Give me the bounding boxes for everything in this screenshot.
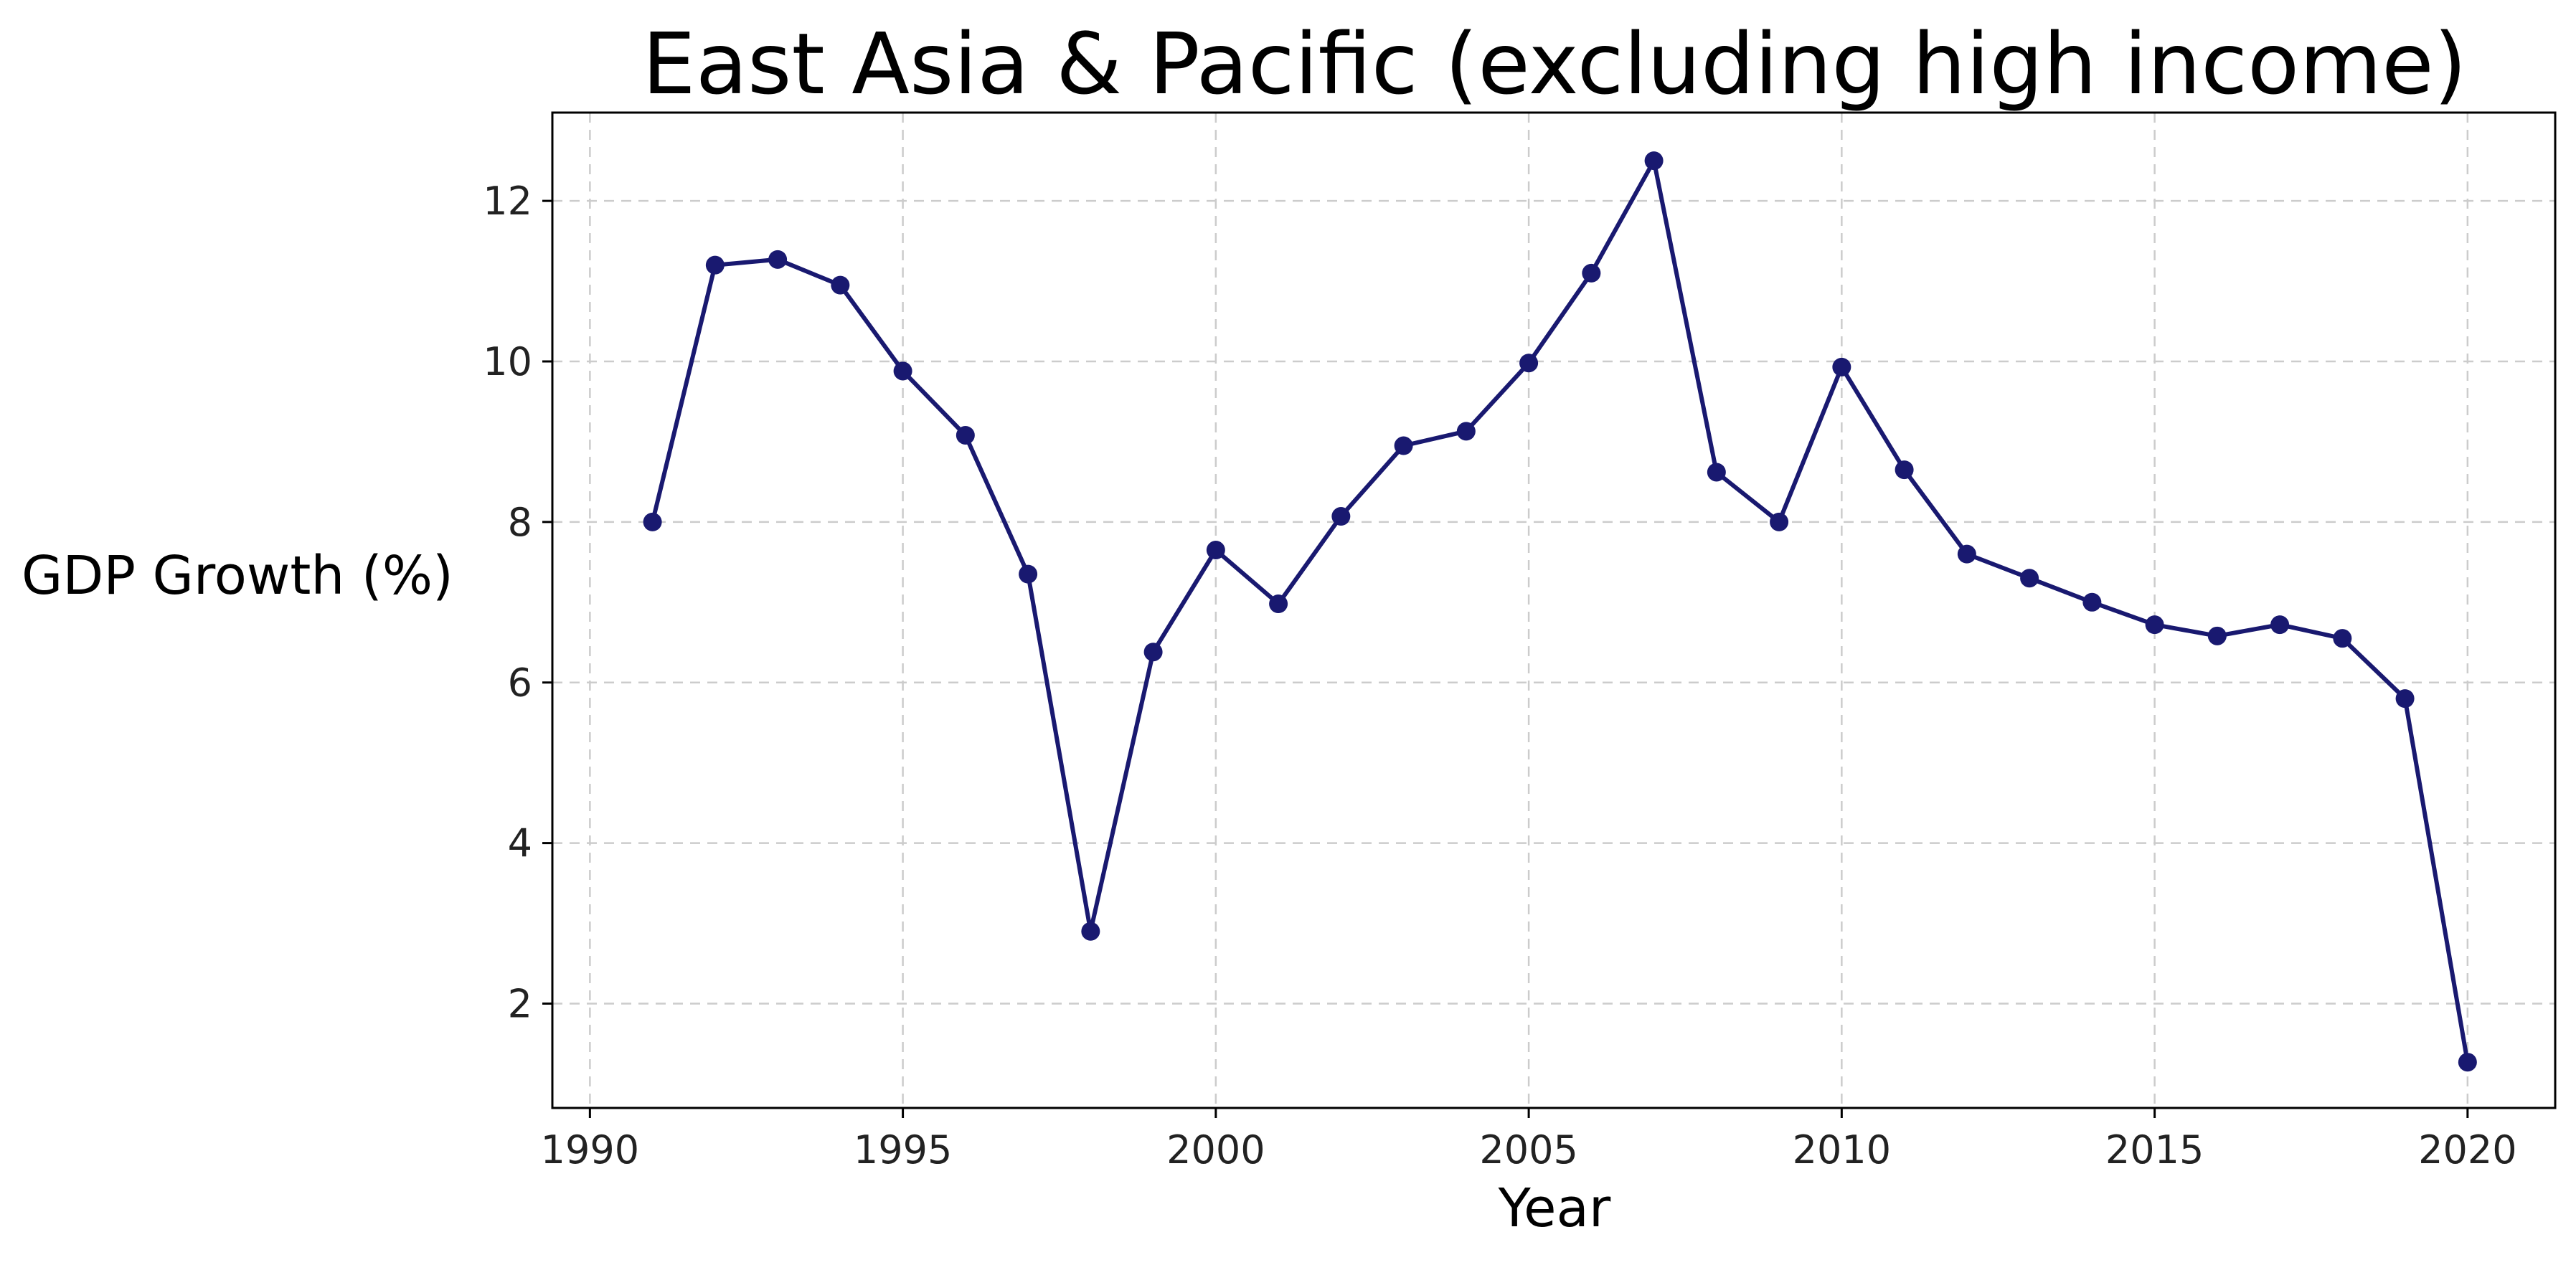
data-point xyxy=(2207,626,2227,645)
data-point xyxy=(956,425,975,445)
y-tick-label: 4 xyxy=(508,821,532,866)
chart-title: East Asia & Pacific (excluding high inco… xyxy=(642,14,2467,113)
data-point xyxy=(1081,921,1100,941)
data-point xyxy=(2333,629,2352,648)
x-axis-label: Year xyxy=(1498,1178,1611,1239)
data-point xyxy=(768,250,788,269)
y-tick-label: 12 xyxy=(483,179,532,224)
data-point xyxy=(2458,1053,2477,1072)
data-point xyxy=(2395,689,2415,709)
y-tick-label: 8 xyxy=(508,500,532,545)
x-axis: 1990 1995 2000 2005 2010 2015 2020 xyxy=(541,1108,2517,1172)
x-tick-label: 2005 xyxy=(1479,1127,1577,1172)
y-axis-label: GDP Growth (%) xyxy=(22,545,453,607)
x-tick-label: 2020 xyxy=(2418,1127,2516,1172)
y-tick-label: 6 xyxy=(508,660,532,706)
data-point xyxy=(893,361,912,381)
data-point xyxy=(1394,436,1413,455)
y-tick-label: 10 xyxy=(483,339,532,384)
data-point xyxy=(643,512,662,531)
data-point xyxy=(1644,151,1664,171)
data-point xyxy=(2145,615,2164,635)
data-point xyxy=(1895,460,1914,480)
data-point xyxy=(2020,569,2039,588)
x-tick-label: 1990 xyxy=(541,1127,639,1172)
data-point xyxy=(1269,594,1288,614)
data-point xyxy=(831,275,850,295)
y-axis: 2 4 6 8 10 12 xyxy=(483,179,552,1026)
data-point xyxy=(2082,592,2102,612)
data-point xyxy=(1143,643,1163,662)
data-point xyxy=(1456,422,1476,441)
x-tick-label: 2010 xyxy=(1793,1127,1891,1172)
series-gdp-growth xyxy=(643,151,2477,1072)
data-point xyxy=(1519,354,1539,373)
plot-area-frame xyxy=(551,111,2557,1109)
x-tick-label: 1995 xyxy=(854,1127,952,1172)
x-tick-label: 2000 xyxy=(1166,1127,1265,1172)
data-point xyxy=(1019,564,1038,584)
series-line xyxy=(650,158,2470,1065)
grid xyxy=(552,113,2555,1108)
data-point xyxy=(1331,507,1351,526)
y-tick-label: 2 xyxy=(508,981,532,1026)
data-point xyxy=(1707,463,1726,482)
data-point xyxy=(705,255,725,275)
data-point xyxy=(1206,541,1225,560)
x-tick-label: 2015 xyxy=(2105,1127,2204,1172)
data-point xyxy=(1770,512,1789,531)
data-point xyxy=(1957,544,1976,564)
data-point xyxy=(1582,263,1601,283)
data-point xyxy=(1832,357,1851,376)
data-point xyxy=(2270,615,2290,635)
